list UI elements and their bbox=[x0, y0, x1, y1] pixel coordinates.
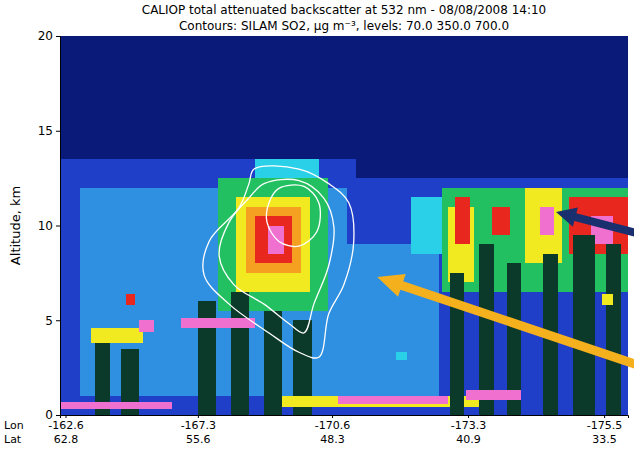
subtitle: Contours: SILAM SO2, µg m⁻³, levels: 70.… bbox=[179, 19, 509, 33]
x-tick-label-lat: 62.8 bbox=[54, 433, 79, 446]
y-tick-label: 5 bbox=[45, 314, 53, 328]
x-tick-mark bbox=[332, 415, 333, 418]
backscatter-cell bbox=[606, 244, 621, 415]
y-tick-mark bbox=[56, 36, 60, 37]
backscatter-cell bbox=[264, 311, 282, 415]
x-tick-label-lat: 33.5 bbox=[592, 433, 617, 446]
backscatter-cell bbox=[60, 402, 172, 410]
plot-area bbox=[60, 36, 628, 415]
y-tick-mark bbox=[56, 131, 60, 132]
x-tick-label-lon: -167.3 bbox=[181, 419, 216, 432]
title: CALIOP total attenuated backscatter at 5… bbox=[142, 3, 546, 17]
x-tick-label-lon: -175.5 bbox=[587, 419, 622, 432]
x-tick: -173.340.9 bbox=[451, 415, 486, 446]
backscatter-cell bbox=[60, 36, 628, 415]
backscatter-cell bbox=[602, 294, 613, 305]
arrow-plume bbox=[377, 274, 634, 371]
y-tick-mark bbox=[56, 226, 60, 227]
arrow-cloud bbox=[556, 207, 634, 238]
x-tick-label-lon: -170.6 bbox=[315, 419, 350, 432]
y-axis: 05101520 bbox=[38, 29, 61, 422]
x-tick: -167.355.6 bbox=[181, 415, 216, 446]
x-row-title: Lon bbox=[4, 419, 24, 432]
y-axis-title: Altitude, km bbox=[8, 186, 23, 265]
y-axis-line bbox=[56, 37, 61, 416]
backscatter-cell bbox=[231, 292, 249, 415]
x-tick-mark bbox=[468, 415, 469, 418]
chart: 05101520-162.662.8-167.355.6-170.648.3-1… bbox=[0, 0, 634, 458]
y-tick: 15 bbox=[38, 124, 60, 138]
backscatter-cell bbox=[347, 244, 439, 396]
backscatter-cell bbox=[126, 294, 135, 305]
y-tick-label: 10 bbox=[38, 219, 53, 233]
backscatter-cell bbox=[255, 216, 292, 263]
x-tick-mark bbox=[604, 415, 605, 418]
backscatter-cell bbox=[492, 207, 510, 235]
backscatter-cell bbox=[525, 188, 562, 264]
x-tick: -162.662.8 bbox=[48, 415, 83, 446]
y-tick-mark bbox=[56, 415, 60, 416]
backscatter-cell bbox=[236, 197, 310, 292]
backscatter-cell bbox=[139, 320, 154, 331]
x-row-title: Lat bbox=[4, 433, 22, 446]
so2-contour bbox=[203, 166, 354, 358]
x-tick: -175.533.5 bbox=[587, 415, 622, 446]
x-tick-mark bbox=[66, 415, 67, 418]
so2-contour bbox=[219, 179, 334, 333]
y-tick: 20 bbox=[38, 29, 60, 43]
backscatter-cell bbox=[455, 197, 470, 244]
contours bbox=[203, 166, 354, 358]
backscatter-cell bbox=[246, 207, 301, 273]
backscatter-cell bbox=[198, 301, 216, 415]
x-tick-label-lat: 55.6 bbox=[186, 433, 211, 446]
backscatter-cell bbox=[91, 328, 142, 343]
backscatter-cell bbox=[442, 188, 628, 292]
y-tick-label: 20 bbox=[38, 29, 53, 43]
cells bbox=[60, 36, 628, 415]
y-tick: 10 bbox=[38, 219, 60, 233]
backscatter-cell bbox=[450, 273, 465, 415]
x-tick-mark bbox=[198, 415, 199, 418]
backscatter-cell bbox=[255, 159, 319, 178]
backscatter-cell bbox=[479, 244, 494, 415]
backscatter-cell bbox=[218, 178, 328, 311]
x-axis: -162.662.8 -167.355.6 -170.648.3 -173.340.9… bbox=[48, 415, 628, 446]
x-tick: -170.648.3 bbox=[315, 415, 350, 446]
x-tick-label-lat: 48.3 bbox=[320, 433, 345, 446]
x-tick-label-lat: 40.9 bbox=[456, 433, 481, 446]
backscatter-cell bbox=[466, 390, 521, 399]
backscatter-cell bbox=[411, 197, 442, 254]
y-tick-label: 15 bbox=[38, 124, 53, 138]
backscatter-cell bbox=[573, 235, 595, 415]
backscatter-cell bbox=[181, 318, 255, 327]
backscatter-cell bbox=[60, 159, 356, 415]
x-tick-label-lon: -162.6 bbox=[48, 419, 83, 432]
y-tick-mark bbox=[56, 320, 60, 321]
backscatter-cell bbox=[338, 396, 448, 404]
x-tick-label-lon: -173.3 bbox=[451, 419, 486, 432]
so2-contour bbox=[266, 185, 320, 247]
backscatter-cell bbox=[540, 207, 555, 235]
x-axis-line bbox=[61, 416, 629, 419]
y-tick: 5 bbox=[45, 314, 60, 328]
backscatter-cell bbox=[396, 352, 407, 360]
